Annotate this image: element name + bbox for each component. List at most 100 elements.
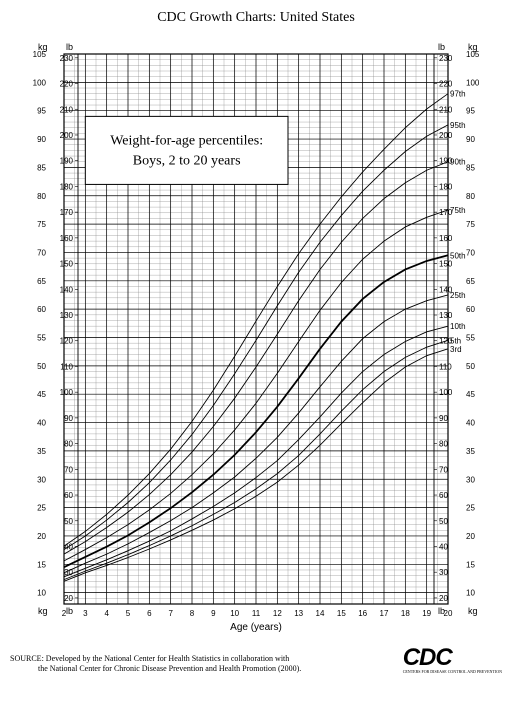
svg-text:75: 75 bbox=[37, 220, 46, 229]
svg-text:8: 8 bbox=[190, 609, 195, 618]
svg-text:5th: 5th bbox=[450, 336, 461, 345]
svg-text:4: 4 bbox=[104, 609, 109, 618]
svg-text:130: 130 bbox=[60, 311, 74, 320]
svg-text:kg: kg bbox=[38, 42, 48, 52]
svg-text:85: 85 bbox=[466, 163, 475, 172]
svg-text:20: 20 bbox=[64, 594, 73, 603]
svg-text:95: 95 bbox=[37, 107, 46, 116]
svg-text:10th: 10th bbox=[450, 322, 466, 331]
svg-text:160: 160 bbox=[439, 234, 453, 243]
svg-text:95: 95 bbox=[466, 107, 475, 116]
svg-text:110: 110 bbox=[60, 362, 73, 371]
svg-text:14: 14 bbox=[316, 609, 325, 618]
svg-text:50th: 50th bbox=[450, 251, 466, 260]
svg-text:50: 50 bbox=[37, 362, 46, 371]
svg-text:190: 190 bbox=[60, 157, 74, 166]
svg-text:15: 15 bbox=[466, 560, 475, 569]
svg-text:30: 30 bbox=[466, 475, 475, 484]
svg-text:20: 20 bbox=[37, 532, 46, 541]
svg-text:40: 40 bbox=[466, 419, 475, 428]
svg-text:100: 100 bbox=[439, 388, 453, 397]
svg-text:55: 55 bbox=[466, 334, 475, 343]
chart-title: CDC Growth Charts: United States bbox=[10, 10, 502, 26]
svg-text:200: 200 bbox=[60, 131, 74, 140]
svg-text:85: 85 bbox=[37, 163, 46, 172]
svg-text:160: 160 bbox=[60, 234, 74, 243]
svg-text:18: 18 bbox=[401, 609, 410, 618]
svg-text:19: 19 bbox=[422, 609, 431, 618]
svg-text:210: 210 bbox=[439, 105, 453, 114]
svg-text:150: 150 bbox=[439, 260, 453, 269]
footer: SOURCE: Developed by the National Center… bbox=[10, 642, 502, 674]
svg-text:180: 180 bbox=[60, 182, 74, 191]
svg-text:230: 230 bbox=[439, 54, 453, 63]
svg-text:lb: lb bbox=[66, 42, 73, 52]
svg-text:80: 80 bbox=[37, 192, 46, 201]
svg-text:20: 20 bbox=[444, 609, 453, 618]
svg-text:10: 10 bbox=[466, 589, 475, 598]
svg-text:45: 45 bbox=[466, 390, 475, 399]
svg-text:Weight-for-age percentiles:: Weight-for-age percentiles: bbox=[110, 133, 263, 148]
svg-text:130: 130 bbox=[439, 311, 453, 320]
svg-text:200: 200 bbox=[439, 131, 453, 140]
svg-text:70: 70 bbox=[64, 465, 73, 474]
svg-text:25: 25 bbox=[466, 504, 475, 513]
svg-text:35: 35 bbox=[466, 447, 475, 456]
svg-text:90: 90 bbox=[439, 414, 448, 423]
svg-text:40: 40 bbox=[37, 419, 46, 428]
svg-text:55: 55 bbox=[37, 334, 46, 343]
svg-text:kg: kg bbox=[468, 606, 478, 616]
svg-text:90: 90 bbox=[466, 135, 475, 144]
svg-text:15: 15 bbox=[37, 560, 46, 569]
svg-text:65: 65 bbox=[466, 277, 475, 286]
svg-text:kg: kg bbox=[38, 606, 48, 616]
svg-text:120: 120 bbox=[60, 337, 74, 346]
svg-text:5: 5 bbox=[126, 609, 131, 618]
svg-text:lb: lb bbox=[66, 606, 73, 616]
svg-text:90: 90 bbox=[37, 135, 46, 144]
svg-text:Age (years): Age (years) bbox=[230, 622, 282, 633]
svg-text:6: 6 bbox=[147, 609, 152, 618]
svg-text:80: 80 bbox=[466, 192, 475, 201]
svg-text:20: 20 bbox=[439, 594, 448, 603]
svg-text:kg: kg bbox=[468, 42, 478, 52]
svg-text:25: 25 bbox=[37, 504, 46, 513]
svg-text:lb: lb bbox=[438, 42, 445, 52]
svg-text:180: 180 bbox=[439, 182, 453, 191]
svg-text:65: 65 bbox=[37, 277, 46, 286]
svg-text:10: 10 bbox=[37, 589, 46, 598]
svg-text:140: 140 bbox=[60, 285, 74, 294]
svg-text:2: 2 bbox=[62, 609, 67, 618]
svg-text:170: 170 bbox=[60, 208, 74, 217]
svg-text:7: 7 bbox=[168, 609, 173, 618]
svg-text:110: 110 bbox=[439, 362, 452, 371]
svg-text:95th: 95th bbox=[450, 121, 466, 130]
svg-text:100: 100 bbox=[466, 78, 480, 87]
svg-text:40: 40 bbox=[439, 542, 448, 551]
cdc-logo: CDC CENTERS FOR DISEASE CONTROL AND PREV… bbox=[403, 642, 502, 674]
growth-chart: 1010151520202525303035354040454550505555… bbox=[10, 34, 502, 634]
svg-text:80: 80 bbox=[439, 440, 448, 449]
svg-text:16: 16 bbox=[358, 609, 367, 618]
svg-text:60: 60 bbox=[466, 305, 475, 314]
svg-text:60: 60 bbox=[37, 305, 46, 314]
svg-text:3: 3 bbox=[83, 609, 88, 618]
svg-text:75th: 75th bbox=[450, 206, 466, 215]
svg-text:90: 90 bbox=[64, 414, 73, 423]
svg-text:Boys, 2 to 20 years: Boys, 2 to 20 years bbox=[133, 153, 241, 168]
svg-text:30: 30 bbox=[37, 475, 46, 484]
svg-text:80: 80 bbox=[64, 440, 73, 449]
svg-text:220: 220 bbox=[439, 80, 453, 89]
svg-text:50: 50 bbox=[64, 517, 73, 526]
svg-text:150: 150 bbox=[60, 260, 74, 269]
svg-text:11: 11 bbox=[252, 609, 261, 618]
svg-text:70: 70 bbox=[37, 248, 46, 257]
svg-text:90th: 90th bbox=[450, 158, 466, 167]
svg-text:15: 15 bbox=[337, 609, 346, 618]
svg-text:220: 220 bbox=[60, 80, 74, 89]
svg-text:45: 45 bbox=[37, 390, 46, 399]
source-text: SOURCE: Developed by the National Center… bbox=[10, 654, 301, 675]
svg-text:13: 13 bbox=[294, 609, 303, 618]
svg-text:100: 100 bbox=[60, 388, 74, 397]
chart-svg: 1010151520202525303035354040454550505555… bbox=[10, 34, 502, 634]
